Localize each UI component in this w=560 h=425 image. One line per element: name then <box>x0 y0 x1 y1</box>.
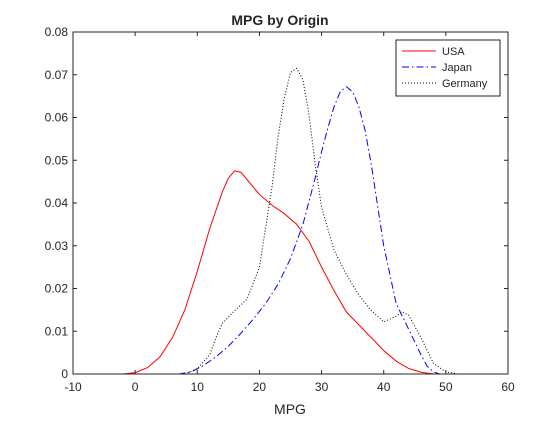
legend-label-germany: Germany <box>442 78 488 90</box>
x-tick-label: 40 <box>377 380 391 394</box>
y-tick-label: 0.07 <box>45 68 69 82</box>
axes-layer: -10 0 10 20 30 40 50 6000.010.020.030.040.050.0… <box>45 25 515 394</box>
x-tick-label: 50 <box>439 380 453 394</box>
x-tick-label: 60 <box>501 380 515 394</box>
y-tick-label: 0.08 <box>45 25 69 39</box>
legend-box <box>395 39 501 97</box>
x-tick-label: 0 <box>132 380 139 394</box>
y-tick-label: 0.05 <box>45 153 69 167</box>
y-tick-label: 0.02 <box>45 282 69 296</box>
x-tick-label: 20 <box>253 380 267 394</box>
x-axis-label: MPG <box>274 401 306 417</box>
legend-label-usa: USA <box>442 46 465 58</box>
y-tick-label: 0.06 <box>45 111 69 125</box>
series-layer <box>122 67 459 375</box>
x-tick-label: 10 <box>191 380 205 394</box>
y-tick-label: 0 <box>61 367 68 381</box>
x-tick-label: 30 <box>315 380 329 394</box>
legend-label-japan: Japan <box>442 62 472 74</box>
y-tick-label: 0.03 <box>45 239 69 253</box>
x-tick-label: -10 <box>64 380 82 394</box>
series-line-usa <box>122 170 434 375</box>
chart-title: MPG by Origin <box>231 12 328 28</box>
y-tick-label: 0.01 <box>45 324 69 338</box>
legend: USA Japan Germany <box>395 39 501 97</box>
y-tick-label: 0.04 <box>45 196 69 210</box>
